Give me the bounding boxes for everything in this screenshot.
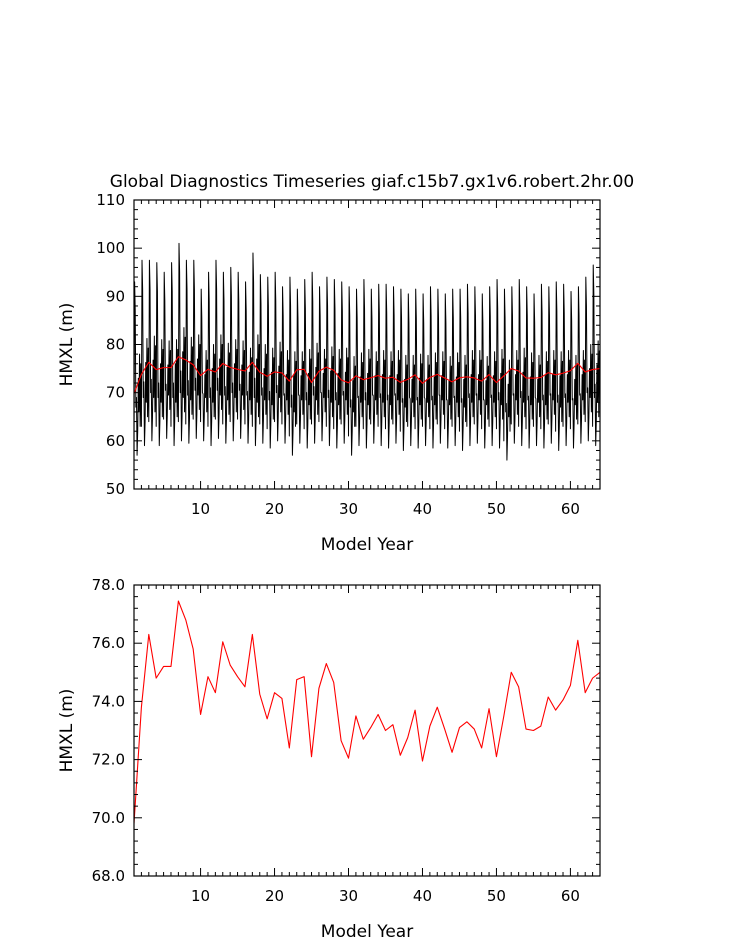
x-tick-label: 30 <box>339 887 358 905</box>
y-tick-label: 80 <box>106 336 125 354</box>
y-tick-label: 74.0 <box>92 692 125 710</box>
plot-frame <box>133 199 601 490</box>
x-tick-label: 20 <box>265 500 284 518</box>
series-line-annual-mean <box>134 600 600 824</box>
y-axis-label: HMXL (m) <box>57 689 77 773</box>
x-tick-label: 10 <box>191 500 210 518</box>
y-axis-label: HMXL (m) <box>57 303 77 387</box>
y-tick-label: 100 <box>96 239 125 257</box>
chart-hmxl-monthly: 10 20 30 40 50 60 50 60 70 80 90 100 110 Model Year HM… <box>57 191 601 555</box>
x-tick-label: 50 <box>487 500 506 518</box>
y-tick-label: 72.0 <box>92 751 125 769</box>
y-tick-label: 76.0 <box>92 634 125 652</box>
x-tick-label: 20 <box>265 887 284 905</box>
series-line-monthly <box>134 242 600 461</box>
series-line-annual-mean <box>134 356 600 394</box>
y-tick-label: 70 <box>106 384 125 402</box>
y-tick-label: 70.0 <box>92 809 125 827</box>
x-tick-label: 30 <box>339 500 358 518</box>
x-tick-label: 40 <box>413 500 432 518</box>
x-tick-label: 10 <box>191 887 210 905</box>
y-tick-label: 60 <box>106 432 125 450</box>
y-tick-label: 50 <box>106 480 125 498</box>
x-tick-label: 50 <box>487 887 506 905</box>
x-axis-label: Model Year <box>321 535 413 555</box>
y-tick-label: 68.0 <box>92 867 125 885</box>
y-tick-label: 78.0 <box>92 576 125 594</box>
x-tick-label: 60 <box>561 500 580 518</box>
y-tick-label: 90 <box>106 287 125 305</box>
y-tick-label: 110 <box>96 191 125 209</box>
x-tick-label: 60 <box>561 887 580 905</box>
x-axis-label: Model Year <box>321 922 413 942</box>
plot-frame <box>133 584 601 877</box>
chart-hmxl-annual-mean: 10 20 30 40 50 60 68.0 70.0 72.0 74.0 76.0 78.0 Mode… <box>57 576 601 942</box>
x-tick-label: 40 <box>413 887 432 905</box>
chart-title: Global Diagnostics Timeseries giaf.c15b7… <box>110 172 634 192</box>
